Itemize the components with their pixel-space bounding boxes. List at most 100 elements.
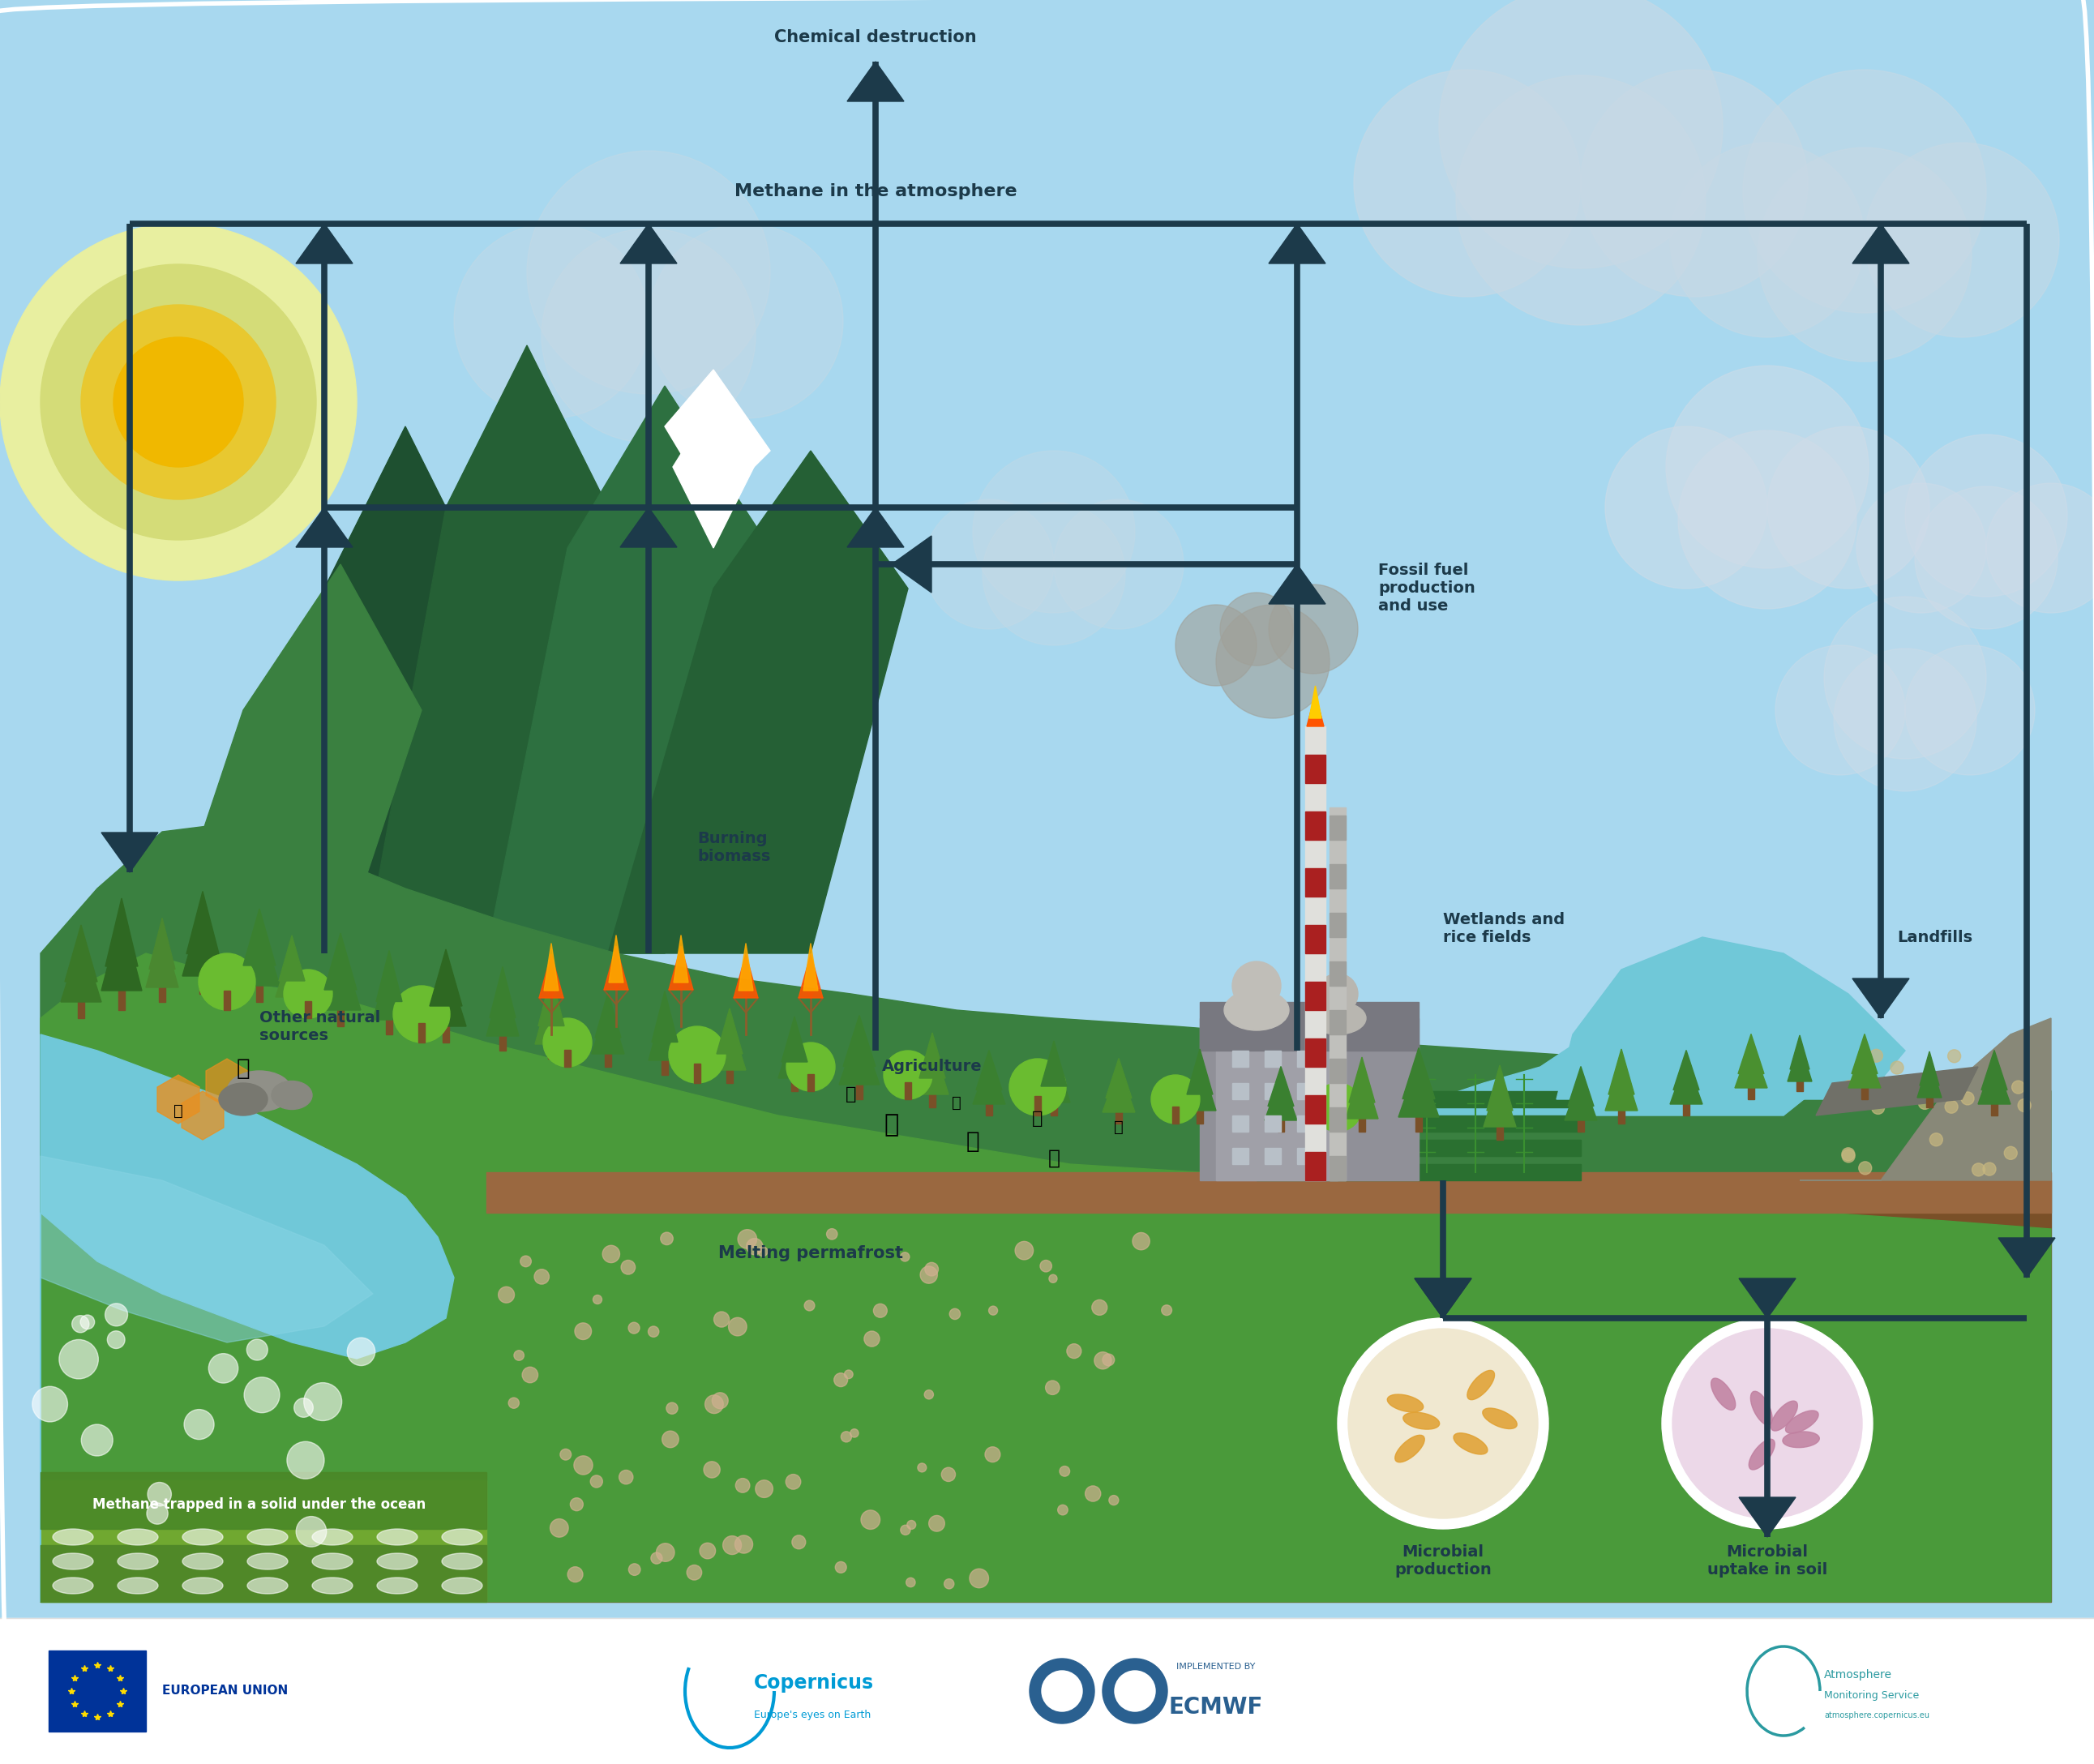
Polygon shape [1790,1035,1809,1069]
Polygon shape [385,1016,392,1034]
Circle shape [907,1577,915,1588]
Text: Microbial
uptake in soil: Microbial uptake in soil [1707,1545,1828,1579]
Polygon shape [1296,1051,1313,1067]
Circle shape [628,1323,639,1334]
Circle shape [285,970,333,1018]
Polygon shape [1330,1011,1346,1034]
Circle shape [1962,1092,1975,1104]
Polygon shape [1606,1058,1638,1111]
Circle shape [917,1462,926,1471]
Polygon shape [620,508,676,547]
Polygon shape [781,1016,808,1062]
Text: 🐷: 🐷 [1032,1111,1043,1127]
Text: Europe's eyes on Earth: Europe's eyes on Earth [754,1709,871,1720]
Ellipse shape [1711,1378,1736,1409]
Polygon shape [840,1027,879,1085]
Polygon shape [1862,1085,1868,1099]
Polygon shape [40,1480,486,1602]
Polygon shape [536,986,567,1044]
Polygon shape [620,224,676,263]
Circle shape [542,229,756,443]
Polygon shape [1296,1148,1313,1164]
Circle shape [1824,596,1987,759]
Polygon shape [1734,1043,1767,1088]
Circle shape [31,1387,67,1422]
Polygon shape [856,1081,863,1099]
Circle shape [1843,1080,1855,1094]
Polygon shape [1556,937,1906,1099]
Polygon shape [373,961,406,1020]
Ellipse shape [377,1577,417,1593]
Circle shape [105,1304,128,1327]
Circle shape [1606,427,1767,589]
Text: 🐿: 🐿 [174,1102,182,1118]
Polygon shape [1330,815,1346,840]
Polygon shape [61,937,101,1002]
Polygon shape [429,949,463,1005]
Circle shape [454,224,649,418]
Circle shape [1355,71,1581,296]
Circle shape [1667,365,1868,568]
Polygon shape [1330,1108,1346,1132]
Circle shape [622,1259,634,1274]
Circle shape [620,1469,632,1484]
Circle shape [1920,1081,1933,1094]
Polygon shape [1116,1110,1122,1124]
Circle shape [513,1351,524,1360]
Circle shape [1016,1242,1032,1259]
Circle shape [1767,427,1929,589]
Circle shape [900,1252,909,1261]
Polygon shape [1991,1101,1998,1115]
Polygon shape [1853,224,1910,263]
Polygon shape [1265,1083,1282,1099]
Polygon shape [1256,1164,1581,1180]
Ellipse shape [1468,1371,1495,1401]
Polygon shape [930,1092,936,1108]
Text: Methane in the atmosphere: Methane in the atmosphere [735,183,1018,199]
Polygon shape [147,930,178,988]
Polygon shape [159,984,165,1002]
Polygon shape [1231,1051,1248,1067]
Circle shape [926,1263,938,1275]
Circle shape [706,1395,722,1413]
Polygon shape [149,917,176,968]
Polygon shape [714,1018,745,1071]
Polygon shape [182,905,222,975]
Circle shape [1349,1328,1537,1519]
Text: IMPLEMENTED BY: IMPLEMENTED BY [1177,1663,1256,1671]
Text: Wetlands and
rice fields: Wetlands and rice fields [1443,912,1564,946]
Text: EUROPEAN UNION: EUROPEAN UNION [161,1685,289,1697]
Circle shape [147,1482,172,1506]
Polygon shape [1349,1057,1376,1102]
Text: Copernicus: Copernicus [754,1674,873,1693]
Circle shape [1066,1344,1081,1358]
Polygon shape [915,1043,949,1094]
Polygon shape [986,1101,993,1115]
Polygon shape [1416,1279,1472,1318]
Polygon shape [1920,1051,1939,1085]
Circle shape [1914,487,2058,630]
Circle shape [792,1535,806,1549]
Circle shape [982,503,1124,646]
Polygon shape [1231,1083,1248,1099]
Circle shape [873,1304,888,1318]
Polygon shape [1309,686,1321,718]
Circle shape [884,1051,932,1099]
Polygon shape [276,946,308,997]
Polygon shape [1296,1115,1313,1132]
Circle shape [1983,1162,1996,1175]
Polygon shape [1051,1099,1057,1115]
Circle shape [850,1429,859,1438]
Ellipse shape [52,1529,94,1545]
Polygon shape [224,990,230,1011]
Polygon shape [672,402,754,549]
Circle shape [551,1519,567,1536]
Polygon shape [1979,1058,2010,1104]
Polygon shape [1330,1155,1346,1180]
Polygon shape [1748,1085,1755,1099]
Polygon shape [808,1074,815,1092]
Polygon shape [65,924,96,983]
Circle shape [861,1510,879,1529]
Polygon shape [1183,1058,1217,1111]
Circle shape [0,224,356,580]
